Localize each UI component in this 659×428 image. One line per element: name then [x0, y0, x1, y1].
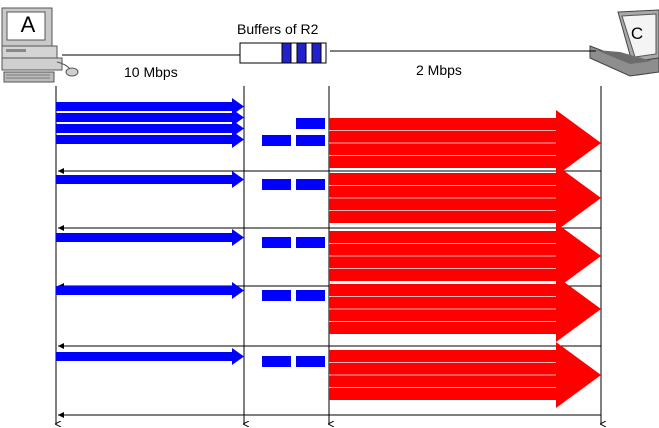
queued-packet — [296, 237, 325, 248]
desktop-computer-icon — [1, 7, 79, 83]
buffered-packet — [281, 42, 292, 64]
link-a-r2-label: 10 Mbps — [124, 64, 178, 80]
buffered-packet — [311, 42, 322, 64]
incoming-packet-arrowhead — [232, 171, 244, 188]
outgoing-flow-arrowhead — [556, 110, 601, 176]
incoming-packet-arrow — [56, 113, 232, 122]
outgoing-flow-arrowhead — [556, 276, 601, 342]
incoming-packet-arrowhead — [232, 282, 244, 299]
outgoing-flow-arrowhead — [556, 223, 601, 289]
incoming-packet-arrowhead — [232, 109, 244, 126]
ack-return-arrowhead — [58, 412, 64, 418]
node-a-label: A — [20, 12, 36, 37]
router-buffer — [239, 42, 327, 64]
incoming-packet-arrow — [56, 135, 232, 144]
queued-packet — [262, 290, 291, 301]
laptop-computer-icon — [589, 9, 659, 77]
queued-packet — [262, 179, 291, 190]
ack-return-arrowhead — [58, 343, 64, 349]
queued-packet — [296, 356, 325, 367]
incoming-packet-arrow — [56, 102, 232, 111]
incoming-packet-arrowhead — [232, 131, 244, 148]
incoming-packet-arrowhead — [232, 98, 244, 115]
queued-packet — [262, 237, 291, 248]
incoming-packet-arrow — [56, 352, 232, 361]
ack-return-arrowhead — [58, 225, 64, 231]
node-c-label: C — [630, 24, 644, 43]
queued-packet — [296, 290, 325, 301]
link-r2-c-label: 2 Mbps — [416, 62, 462, 78]
router-buffer-label: Buffers of R2 — [237, 21, 319, 37]
queued-packet — [262, 135, 291, 146]
queued-packet — [296, 179, 325, 190]
incoming-packet-arrow — [56, 286, 232, 295]
queued-packet — [296, 135, 325, 146]
ack-return-arrowhead — [58, 168, 64, 174]
outgoing-flow-arrowhead — [556, 342, 601, 408]
incoming-packet-arrow — [56, 175, 232, 184]
outgoing-flow-arrowhead — [556, 165, 601, 231]
incoming-packet-arrow — [56, 233, 232, 242]
queued-packet — [296, 118, 325, 129]
queued-packet — [262, 356, 291, 367]
incoming-packet-arrow — [56, 124, 232, 133]
incoming-packet-arrowhead — [232, 348, 244, 365]
incoming-packet-arrowhead — [232, 120, 244, 137]
buffered-packet — [296, 42, 307, 64]
incoming-packet-arrowhead — [232, 229, 244, 246]
